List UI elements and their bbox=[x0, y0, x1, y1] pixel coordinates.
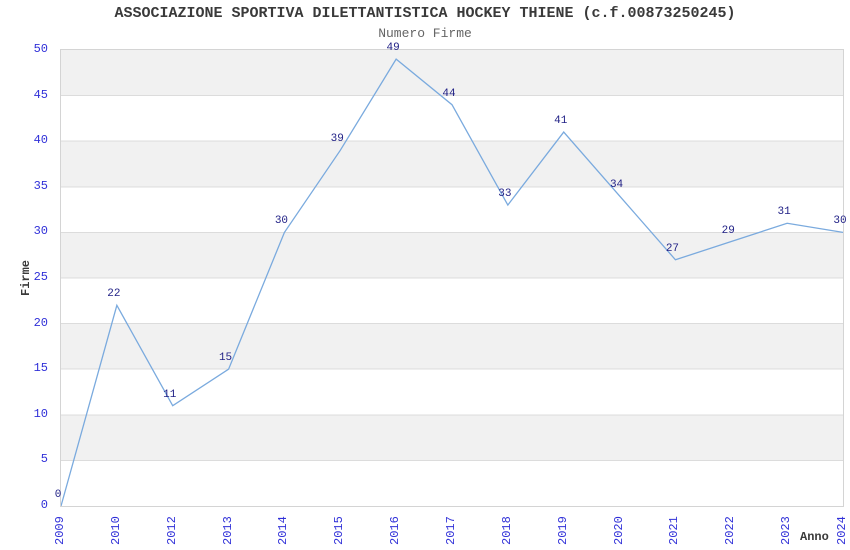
x-tick-label: 2014 bbox=[276, 516, 291, 545]
data-point-label: 15 bbox=[218, 352, 233, 365]
data-point-label: 44 bbox=[442, 87, 456, 100]
y-tick-label: 10 bbox=[33, 406, 48, 421]
y-tick-label: 0 bbox=[40, 498, 48, 512]
x-tick-label: 2013 bbox=[220, 516, 235, 545]
plot-band bbox=[61, 50, 843, 96]
x-tick-label: 2019 bbox=[555, 516, 570, 545]
y-tick-label: 40 bbox=[33, 133, 48, 148]
y-tick-label: 5 bbox=[40, 452, 48, 467]
y-tick-label: 30 bbox=[33, 224, 48, 239]
x-tick-label: 2017 bbox=[444, 516, 458, 545]
data-point-label: 30 bbox=[833, 215, 847, 228]
x-tick-label: 2022 bbox=[723, 516, 738, 545]
y-tick-label: 35 bbox=[33, 178, 48, 193]
chart-subtitle: Numero Firme bbox=[378, 26, 472, 41]
data-point-label: 27 bbox=[665, 242, 680, 255]
x-tick-label: 2012 bbox=[164, 516, 179, 545]
y-tick-label: 25 bbox=[33, 270, 48, 284]
y-tick-label: 50 bbox=[33, 42, 48, 56]
x-tick-label: 2018 bbox=[499, 516, 514, 545]
data-point-label: 29 bbox=[721, 224, 735, 237]
x-tick-label: 2024 bbox=[835, 516, 849, 545]
x-tick-label: 2010 bbox=[108, 516, 123, 545]
x-tick-label: 2020 bbox=[611, 516, 626, 545]
y-tick-label: 20 bbox=[33, 315, 48, 330]
x-axis-title: Anno bbox=[800, 530, 829, 544]
data-point-label: 39 bbox=[330, 133, 344, 146]
plot-band bbox=[61, 414, 843, 461]
plot-band bbox=[61, 232, 843, 278]
line-chart-svg bbox=[61, 50, 843, 506]
plot-band bbox=[61, 323, 843, 370]
data-point-label: 49 bbox=[386, 42, 400, 55]
y-tick-label: 45 bbox=[33, 87, 48, 102]
data-point-label: 22 bbox=[107, 288, 121, 301]
x-tick-label: 2015 bbox=[332, 516, 347, 545]
band-layer bbox=[61, 50, 843, 461]
data-point-label: 0 bbox=[54, 489, 62, 501]
data-point-label: 30 bbox=[274, 215, 289, 228]
data-line bbox=[61, 58, 843, 506]
y-tick-label: 15 bbox=[33, 361, 48, 376]
chart-title: ASSOCIAZIONE SPORTIVA DILETTANTISTICA HO… bbox=[114, 5, 736, 22]
x-tick-label: 2021 bbox=[667, 516, 682, 545]
gridline-layer bbox=[61, 95, 843, 461]
plot-area: 0 22 11 15 30 39 49 44 33 41 34 27 29 31 30 bbox=[55, 42, 847, 507]
data-point-label: 41 bbox=[554, 115, 568, 128]
data-point-label: 31 bbox=[777, 206, 791, 219]
x-tick-label: 2023 bbox=[779, 516, 794, 545]
x-tick-label: 2016 bbox=[388, 516, 403, 545]
plot-band bbox=[61, 141, 843, 187]
data-point-label: 11 bbox=[163, 388, 177, 401]
data-point-label: 34 bbox=[609, 178, 624, 191]
data-point-label: 33 bbox=[498, 188, 512, 201]
x-tick-label: 2009 bbox=[53, 516, 67, 545]
